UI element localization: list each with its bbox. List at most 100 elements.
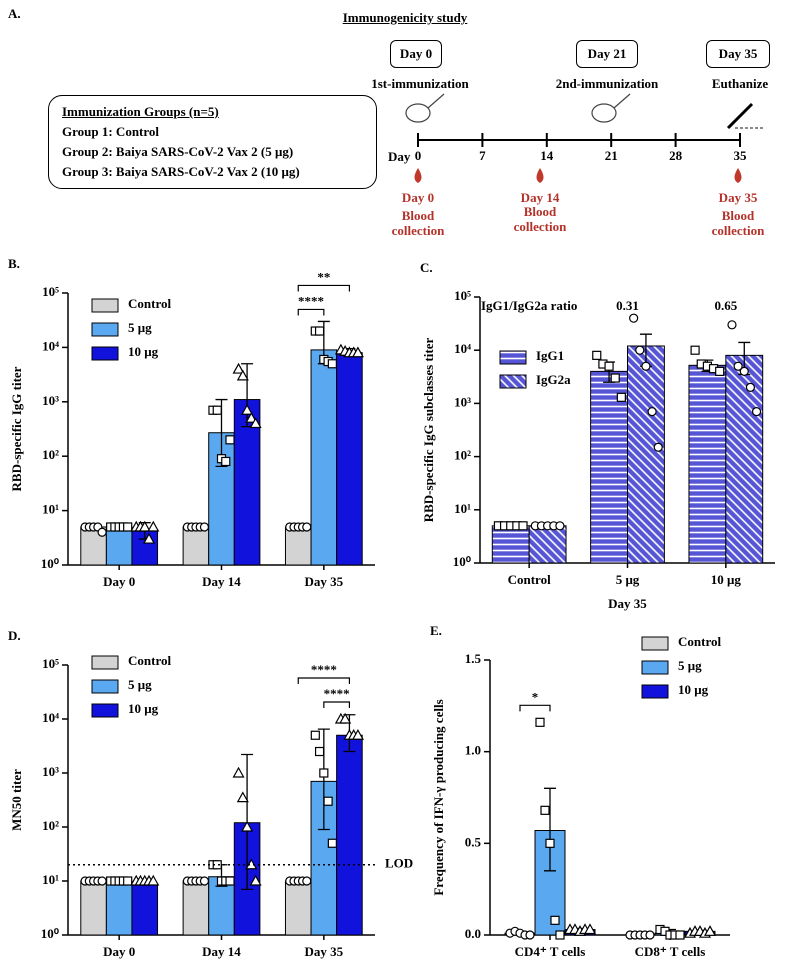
event-label: Euthanize [711, 76, 769, 91]
blood-label: Blood collection [711, 208, 765, 238]
y-axis-label: MN50 titer [9, 769, 24, 831]
legend-label: IgG1 [536, 348, 564, 363]
panel-label: D. [8, 628, 21, 643]
data-point [733, 361, 743, 371]
x-tick-label: 10 μg [711, 572, 742, 587]
x-tick-label: Day 35 [305, 574, 344, 589]
panel-label: A. [8, 6, 21, 21]
legend-label: Control [128, 653, 171, 668]
x-axis-label: Day 35 [608, 596, 647, 611]
data-point [323, 796, 333, 806]
data-point [123, 522, 133, 532]
data-point [739, 366, 749, 376]
data-point [97, 527, 107, 537]
ratio-value: 0.65 [714, 298, 737, 313]
bar [105, 880, 133, 936]
bar [284, 880, 312, 936]
bar [284, 526, 312, 566]
data-point [314, 326, 325, 336]
legend-label: 10 μg [128, 701, 159, 716]
data-point [236, 369, 249, 381]
legend-swatch [91, 298, 119, 313]
legend-label: 10 μg [128, 344, 159, 359]
x-tick-label: Day 0 [103, 574, 135, 589]
y-tick-label: 10³ [42, 764, 59, 779]
data-point [339, 712, 352, 724]
data-point [592, 350, 602, 360]
data-point [545, 838, 555, 848]
y-tick-label: 10¹ [42, 872, 59, 887]
data-point [249, 874, 262, 886]
group: Group 2: Baiya SARS-CoV-2 Vax 2 (5 μg) [62, 144, 294, 159]
data-point [653, 442, 663, 452]
y-axis-label: RBD-specific IgG titer [9, 366, 24, 491]
data-point [327, 359, 337, 369]
data-point [610, 373, 620, 383]
data-point [518, 521, 528, 531]
legend-swatch [91, 679, 119, 694]
panel-label: B. [8, 256, 20, 271]
data-point [236, 791, 249, 803]
data-point [245, 411, 258, 423]
data-point [351, 729, 364, 740]
timeline-day: 7 [479, 148, 486, 163]
y-axis-label: Frequency of IFN-γ producing cells [431, 699, 446, 895]
bar [688, 364, 727, 564]
data-point [138, 520, 151, 532]
lod-label: LOD [385, 856, 413, 871]
significance-label: * [532, 689, 539, 704]
data-point [147, 874, 160, 886]
timeline-label: Day [388, 149, 411, 164]
data-point [249, 417, 262, 429]
significance-label: **** [311, 662, 337, 677]
y-tick-label: 10⁵ [42, 656, 59, 671]
data-point [604, 361, 614, 371]
legend-swatch [499, 374, 527, 389]
x-tick-label: Day 14 [202, 574, 241, 589]
data-point [225, 435, 235, 445]
legend-swatch [641, 636, 669, 651]
legend-swatch [91, 703, 119, 718]
data-point [97, 876, 107, 886]
event-box [576, 40, 638, 68]
data-point [690, 345, 700, 355]
event-label: 1st-immunization [371, 76, 469, 91]
data-point [310, 730, 320, 740]
timeline-day: 14 [540, 148, 554, 163]
bar [491, 525, 530, 564]
y-tick-label: 10² [454, 448, 471, 463]
x-tick-label: CD8⁺ T cells [635, 944, 706, 959]
x-tick-label: Day 35 [305, 944, 344, 959]
timeline-day: 28 [669, 148, 683, 163]
bar [182, 526, 210, 566]
y-tick-label: 10⁵ [42, 284, 59, 299]
significance-label: **** [298, 293, 324, 308]
blood-drops [414, 168, 742, 183]
significance-bracket [297, 308, 325, 316]
data-point [241, 403, 254, 415]
data-point [319, 768, 329, 778]
legend-swatch [499, 350, 527, 365]
x-tick-label: 5 μg [616, 572, 640, 587]
y-tick-label: 10⁰ [41, 556, 60, 571]
significance-bracket [297, 284, 351, 292]
significance-bracket [519, 704, 551, 712]
legend-label: 5 μg [678, 658, 702, 673]
data-point [629, 313, 639, 323]
data-point [221, 456, 231, 467]
timeline-day: 21 [605, 148, 618, 163]
data-point [550, 915, 560, 925]
event-day: Day 21 [587, 46, 627, 61]
legend-label: Control [128, 296, 171, 311]
group: Group 1: Control [62, 124, 160, 139]
data-point [123, 876, 133, 886]
significance-label: **** [324, 686, 350, 701]
y-tick-label: 10¹ [42, 502, 59, 517]
legend-swatch [91, 655, 119, 670]
bar [80, 880, 107, 936]
panel-label: E. [430, 623, 442, 638]
data-point [241, 820, 254, 832]
bar [528, 525, 567, 564]
data-point [745, 382, 756, 392]
